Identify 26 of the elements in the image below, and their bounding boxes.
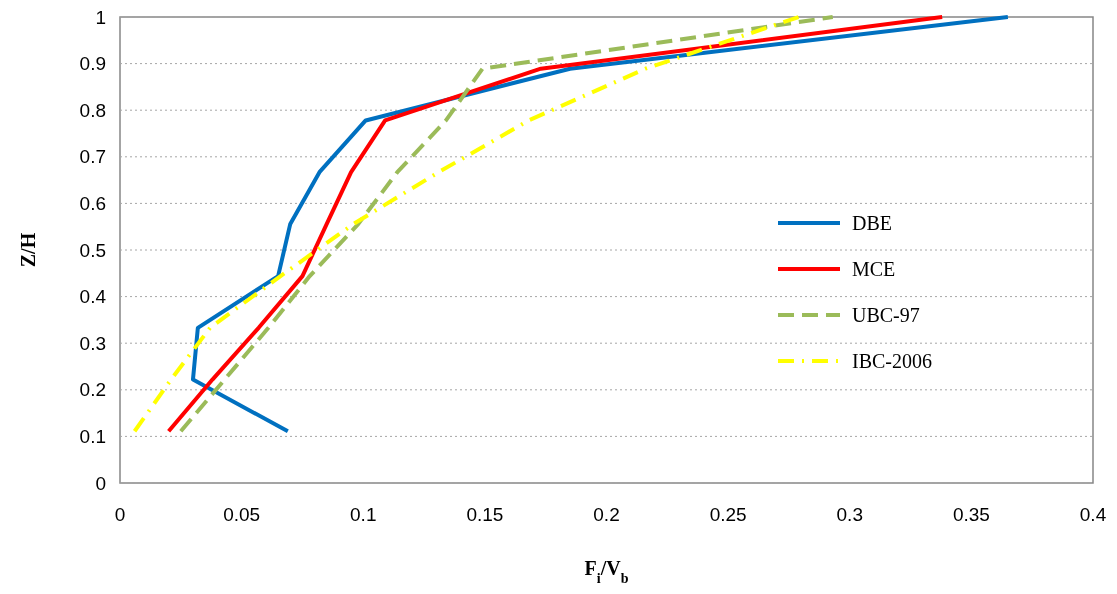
y-tick-label: 0.2 — [79, 379, 106, 401]
legend-label: IBC-2006 — [852, 350, 932, 372]
x-tick-label: 0.05 — [223, 504, 261, 525]
x-tick-label: 0.3 — [836, 504, 863, 525]
y-tick-label: 0.7 — [79, 146, 106, 168]
x-tick-label: 0.25 — [709, 504, 747, 525]
x-tick-label: 0 — [114, 504, 126, 525]
legend-label: MCE — [852, 258, 896, 280]
y-tick-label: 1 — [95, 6, 106, 28]
y-tick-label: 0.5 — [79, 239, 106, 261]
x-tick-label: 0.2 — [593, 504, 620, 525]
x-tick-label: 0.35 — [952, 504, 990, 525]
x-tick-label: 0.4 — [1079, 504, 1107, 525]
y-tick-label: 0 — [95, 472, 106, 494]
x-axis-title: F$_{i}$/V$_{b}$ — [584, 557, 629, 586]
y-tick-label: 0.1 — [79, 426, 106, 448]
y-axis-title: Z/H — [17, 232, 39, 268]
y-tick-label: 0.4 — [79, 286, 107, 308]
y-tick-label: 0.8 — [79, 99, 106, 121]
y-tick-label: 0.3 — [79, 332, 106, 354]
legend-label: UBC-97 — [852, 304, 920, 326]
x-tick-label: 0.1 — [350, 504, 377, 525]
legend-label: DBE — [852, 212, 892, 234]
y-tick-label: 0.9 — [79, 53, 106, 75]
y-tick-label: 0.6 — [79, 193, 106, 215]
x-tick-label: 0.15 — [466, 504, 504, 525]
